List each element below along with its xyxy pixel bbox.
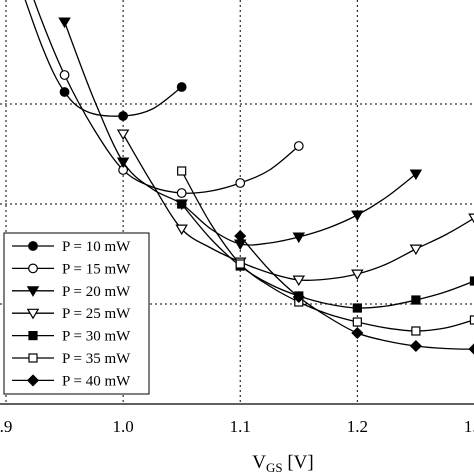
data-point-series-4 xyxy=(175,224,188,236)
legend-label: P = 10 mW xyxy=(62,239,131,255)
data-point-series-6 xyxy=(177,166,187,176)
series-markers xyxy=(58,17,474,355)
legend-item: P = 25 mW xyxy=(12,306,131,322)
data-point-series-4 xyxy=(292,275,306,287)
legend-item: P = 15 mW xyxy=(12,261,131,277)
data-point-series-4 xyxy=(409,244,423,256)
series-line-2 xyxy=(33,0,300,194)
data-point-series-6 xyxy=(469,315,474,325)
data-point-series-7 xyxy=(234,229,247,243)
data-point-series-6 xyxy=(411,326,421,336)
data-point-series-2 xyxy=(176,188,187,198)
x-tick-label: 1.1 xyxy=(230,417,251,436)
legend-marker xyxy=(28,353,38,363)
legend-label: P = 30 mW xyxy=(62,329,131,345)
legend-item: P = 20 mW xyxy=(12,284,131,300)
data-point-series-4 xyxy=(116,129,130,141)
x-tick-label: 1.0 xyxy=(112,417,133,436)
legend-label: P = 40 mW xyxy=(62,373,131,389)
series-line-6 xyxy=(181,170,474,332)
x-tick-label: 1.2 xyxy=(347,417,368,436)
legend-item: P = 30 mW xyxy=(12,329,131,345)
legend-item: P = 10 mW xyxy=(12,239,131,255)
data-point-series-3 xyxy=(409,169,423,181)
legend-item: P = 40 mW xyxy=(12,373,131,389)
data-point-series-7 xyxy=(409,339,422,353)
data-point-series-6 xyxy=(235,259,245,269)
data-point-series-5 xyxy=(411,295,421,305)
x-axis-title: VGS [V] xyxy=(252,452,314,474)
data-point-series-6 xyxy=(352,317,362,327)
legend-marker xyxy=(28,331,38,341)
data-point-series-7 xyxy=(292,290,305,304)
series-line-4 xyxy=(122,133,474,282)
data-point-series-1 xyxy=(118,111,129,121)
x-tick-labels: .9 1.0 1.1 1.2 1.3 xyxy=(0,417,474,436)
data-point-series-2 xyxy=(293,141,304,151)
legend-marker xyxy=(26,308,40,320)
data-point-series-3 xyxy=(116,157,130,169)
data-point-series-2 xyxy=(59,70,70,80)
x-tick-label: 1.3 xyxy=(464,417,474,436)
series-line-7 xyxy=(239,235,474,350)
data-point-series-3 xyxy=(351,210,364,222)
data-point-series-1 xyxy=(176,82,187,92)
legend-item: P = 35 mW xyxy=(12,351,131,367)
legend-marker xyxy=(26,286,40,297)
legend-label: P = 20 mW xyxy=(62,284,131,300)
data-point-series-7 xyxy=(468,343,474,355)
legend-label: P = 35 mW xyxy=(62,351,131,367)
data-point-series-4 xyxy=(351,269,364,281)
data-point-series-1 xyxy=(59,87,70,97)
series-line-1 xyxy=(24,0,183,117)
legend-marker xyxy=(28,241,38,251)
data-point-series-3 xyxy=(58,17,71,29)
data-point-series-5 xyxy=(469,276,474,286)
legend-label: P = 15 mW xyxy=(62,261,131,277)
data-point-series-4 xyxy=(468,213,474,224)
data-point-series-5 xyxy=(352,303,362,313)
data-point-series-5 xyxy=(177,199,187,209)
legend-marker xyxy=(28,263,38,274)
x-tick-label: .9 xyxy=(0,417,12,436)
legend-label: P = 25 mW xyxy=(62,306,131,322)
data-point-series-2 xyxy=(235,178,246,188)
legend-marker xyxy=(26,374,40,387)
data-point-series-3 xyxy=(292,232,306,244)
data-point-series-7 xyxy=(351,326,364,340)
legend: P = 10 mW P = 15 mW P = 20 mW P = 25 mW P = … xyxy=(3,232,150,395)
